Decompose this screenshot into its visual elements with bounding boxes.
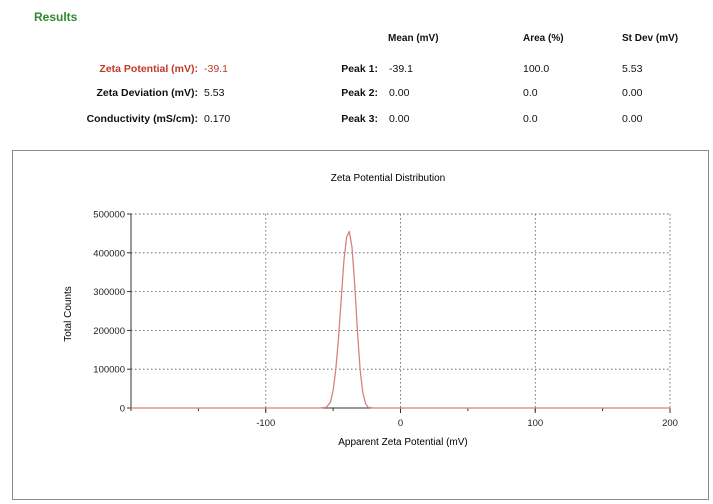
peak3-stdev: 0.00 [622,113,643,125]
peak3-mean: 0.00 [389,113,410,125]
x-tick-label: 0 [398,418,403,429]
peak1-stdev: 5.53 [622,63,643,75]
y-tick-label: 200000 [93,326,125,337]
y-tick-label: 300000 [93,287,125,298]
chart-title: Zeta Potential Distribution [331,173,446,184]
conductivity-label: Conductivity (mS/cm): [86,113,198,125]
chart-panel: Zeta Potential Distribution Apparent Zet… [12,150,709,500]
y-tick-label: 400000 [93,248,125,259]
results-title: Results [34,10,78,24]
conductivity-value: 0.170 [204,113,231,125]
peak1-area: 100.0 [523,63,550,75]
zeta-distribution-chart: Zeta Potential Distribution Apparent Zet… [63,173,678,448]
y-tick-label: 500000 [93,210,125,221]
header-area: Area (%) [523,33,564,44]
peak2-stdev: 0.00 [622,87,643,99]
y-axis-label: Total Counts [63,286,74,342]
peak1-label: Peak 1: [341,63,378,75]
header-mean: Mean (mV) [388,33,439,44]
zeta-deviation-value: 5.53 [204,87,225,99]
x-tick-label: -100 [256,418,275,429]
peak3-label: Peak 3: [341,113,378,125]
series-line [131,230,670,409]
peak2-mean: 0.00 [389,87,410,99]
zeta-deviation-label: Zeta Deviation (mV): [96,87,198,99]
zeta-potential-value: -39.1 [204,63,228,75]
x-axis-label: Apparent Zeta Potential (mV) [338,437,468,448]
header-stdev: St Dev (mV) [622,33,679,44]
peak1-mean: -39.1 [389,63,413,75]
peak2-area: 0.0 [523,87,538,99]
zeta-potential-label: Zeta Potential (mV): [99,63,198,75]
y-tick-label: 0 [120,404,125,415]
x-tick-label: 200 [662,418,678,429]
peak2-label: Peak 2: [341,87,378,99]
y-tick-label: 100000 [93,365,125,376]
x-tick-label: 100 [527,418,543,429]
peak3-area: 0.0 [523,113,538,125]
